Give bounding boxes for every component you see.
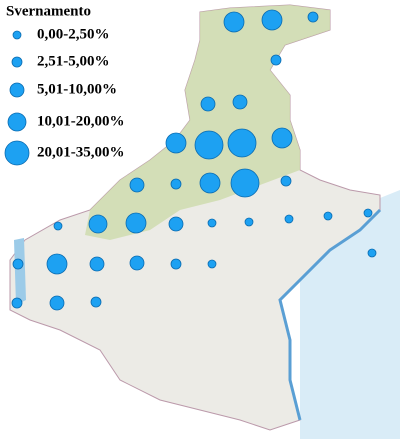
site-circle xyxy=(12,258,24,270)
site-circle xyxy=(168,216,184,232)
legend-label: 10,01-20,00% xyxy=(37,113,125,129)
lake xyxy=(14,238,26,305)
site-circle xyxy=(223,11,245,33)
site-circle xyxy=(367,248,377,258)
site-circle xyxy=(129,255,145,271)
site-circle xyxy=(227,128,257,158)
site-circle xyxy=(280,175,292,187)
site-circle xyxy=(49,295,65,311)
site-circle xyxy=(271,127,293,149)
legend-label: 0,00-2,50% xyxy=(37,26,110,42)
legend-symbol xyxy=(12,30,22,40)
legend-label: 2,51-5,00% xyxy=(37,53,110,69)
site-circle xyxy=(207,218,217,228)
site-circle xyxy=(53,221,63,231)
legend-symbol xyxy=(9,82,25,98)
legend-symbol xyxy=(7,112,27,132)
site-circle xyxy=(261,9,283,31)
site-circle xyxy=(307,11,319,23)
site-circle xyxy=(199,172,221,194)
site-circle xyxy=(244,217,254,227)
site-circle xyxy=(11,297,23,309)
site-circle xyxy=(323,211,333,221)
legend-title: Svernamento xyxy=(6,3,91,19)
site-circle xyxy=(170,178,182,190)
legend-symbol xyxy=(4,140,30,166)
site-circle xyxy=(88,214,108,234)
site-circle xyxy=(46,253,68,275)
legend-label: 5,01-10,00% xyxy=(37,81,117,97)
site-circle xyxy=(125,212,147,234)
site-circle xyxy=(284,214,294,224)
site-circle xyxy=(230,168,260,198)
site-circle xyxy=(90,296,102,308)
site-circle xyxy=(194,130,224,160)
legend-label: 20,01-35,00% xyxy=(37,144,125,160)
site-circle xyxy=(363,208,373,218)
site-circle xyxy=(170,258,182,270)
site-circle xyxy=(207,259,217,269)
site-circle xyxy=(232,94,248,110)
coast xyxy=(278,208,382,421)
site-circle xyxy=(165,132,187,154)
legend-symbol xyxy=(11,56,23,68)
site-circle xyxy=(270,54,282,66)
mountains xyxy=(85,5,330,240)
site-circle xyxy=(200,96,216,112)
site-circle xyxy=(89,256,105,272)
site-circle xyxy=(129,177,145,193)
